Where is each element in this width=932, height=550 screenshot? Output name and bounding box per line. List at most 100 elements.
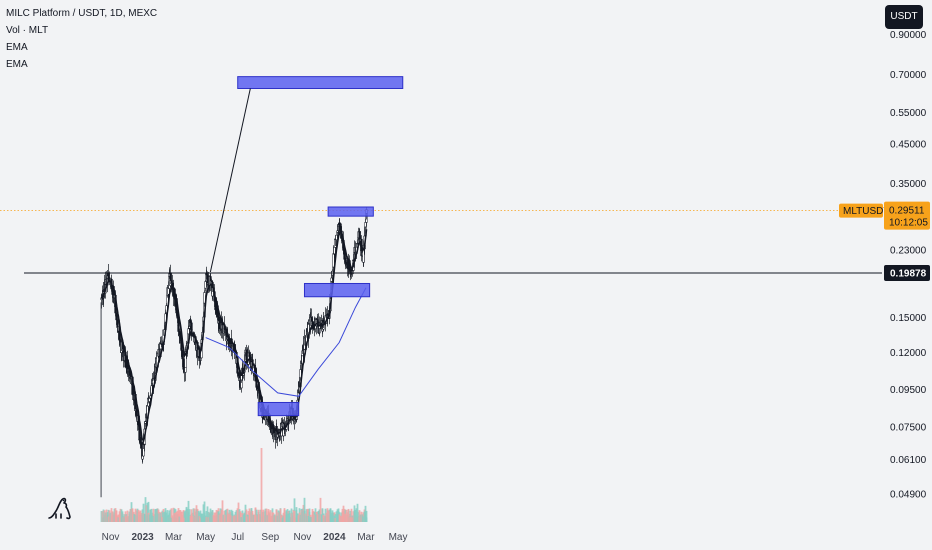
volume-bar <box>207 517 210 522</box>
volume-bar <box>188 509 191 522</box>
volume-bar <box>286 509 289 522</box>
volume-bar <box>288 510 291 522</box>
volume-bar <box>178 516 181 522</box>
zone-box-2 <box>303 282 371 298</box>
volume-bar <box>204 515 207 522</box>
dino-logo-icon[interactable] <box>46 494 74 520</box>
volume-bar <box>221 500 224 522</box>
volume-bar <box>341 508 344 522</box>
volume-bar <box>339 515 342 522</box>
volume-bar <box>125 516 128 522</box>
drawings <box>0 76 882 443</box>
indicator-ema-2[interactable]: EMA <box>6 59 28 70</box>
volume-bar <box>139 510 142 522</box>
volume-bar <box>215 509 218 522</box>
volume-bar <box>281 517 284 522</box>
volume-bar <box>356 503 359 522</box>
volume-bar <box>103 510 106 522</box>
volume-bar <box>202 516 205 522</box>
candle-body <box>333 247 336 255</box>
volume-bar <box>336 513 339 522</box>
volume-bar <box>118 511 121 522</box>
volume-bar <box>363 511 366 522</box>
volume-bar <box>289 516 292 522</box>
volume-bar <box>152 508 155 522</box>
volume-bar <box>351 517 354 522</box>
chart-legend: MILC Platform / USDT, 1D, MEXC Vol · MLT… <box>6 5 157 73</box>
volume-bar <box>337 508 340 522</box>
volume-bar <box>295 507 298 522</box>
candle-body <box>364 222 367 228</box>
volume-bar <box>283 508 286 522</box>
volume-bar <box>102 517 105 522</box>
volume-bar <box>358 517 361 522</box>
volume-bar <box>251 513 254 522</box>
volume-bar <box>313 514 316 522</box>
y-tick-label: 0.23000 <box>890 245 927 256</box>
volume-bar <box>347 508 350 522</box>
volume-bar <box>105 513 108 522</box>
x-tick-label: 2024 <box>323 532 346 543</box>
volume-bar <box>182 509 185 522</box>
volume-bar <box>230 515 233 522</box>
volume-bar <box>293 498 296 522</box>
volume-bar <box>315 514 318 522</box>
x-tick-label: May <box>389 532 408 543</box>
volume-bar <box>185 508 188 522</box>
symbol-title[interactable]: MILC Platform / USDT, 1D, MEXC <box>6 8 158 19</box>
volume-bar <box>117 517 120 522</box>
volume-bar <box>155 508 158 522</box>
volume-bar <box>275 509 278 522</box>
volume-bar <box>195 509 198 522</box>
candle-body <box>115 316 118 321</box>
volume-bar <box>112 514 115 522</box>
volume-bar <box>158 511 161 522</box>
volume-bar <box>106 515 109 522</box>
price-tag-countdown: 10:12:05 <box>889 218 928 229</box>
volume-bar <box>207 511 210 522</box>
volume-bar <box>294 517 297 522</box>
volume-bar <box>212 515 215 522</box>
volume-bar <box>254 508 257 522</box>
volume-bar <box>246 516 249 522</box>
price-tag <box>884 201 930 230</box>
volume-bar <box>285 511 288 522</box>
currency-button[interactable]: USDT <box>885 5 923 29</box>
volume-bar <box>365 517 368 522</box>
volume-bar <box>229 511 232 522</box>
volume-bar <box>108 510 111 522</box>
volume-bar <box>127 516 130 522</box>
volume-bar <box>271 512 274 522</box>
volume-bar <box>278 511 281 522</box>
volume-bar <box>222 514 225 522</box>
candle-body <box>321 328 324 332</box>
indicator-volume[interactable]: Vol · MLT <box>6 25 49 36</box>
volume-bar <box>335 511 338 522</box>
volume-bar <box>189 515 192 522</box>
symbol-tag-label: MLTUSDT <box>843 206 889 217</box>
y-tick-label: 0.70000 <box>890 70 927 81</box>
volume-bar <box>206 506 209 522</box>
volume-bar <box>333 515 336 522</box>
volume-bar <box>255 515 258 522</box>
volume-bar <box>144 514 147 522</box>
volume-bar <box>240 517 243 522</box>
volume-bars <box>100 448 368 522</box>
volume-bar <box>132 511 135 522</box>
volume-bar <box>332 514 335 522</box>
y-tick-label: 0.12000 <box>890 348 927 359</box>
volume-bar <box>269 516 272 522</box>
volume-bar <box>350 516 353 522</box>
volume-bar <box>202 504 205 522</box>
volume-bar <box>349 510 352 522</box>
indicator-ema-1[interactable]: EMA <box>6 42 28 53</box>
volume-bar <box>267 511 270 522</box>
y-tick-label: 0.90000 <box>890 30 927 41</box>
volume-bar <box>269 510 272 522</box>
volume-bar <box>297 515 300 522</box>
volume-bar <box>305 509 308 522</box>
volume-bar <box>235 510 238 522</box>
candle-body <box>345 262 348 265</box>
candle-body <box>335 234 338 240</box>
